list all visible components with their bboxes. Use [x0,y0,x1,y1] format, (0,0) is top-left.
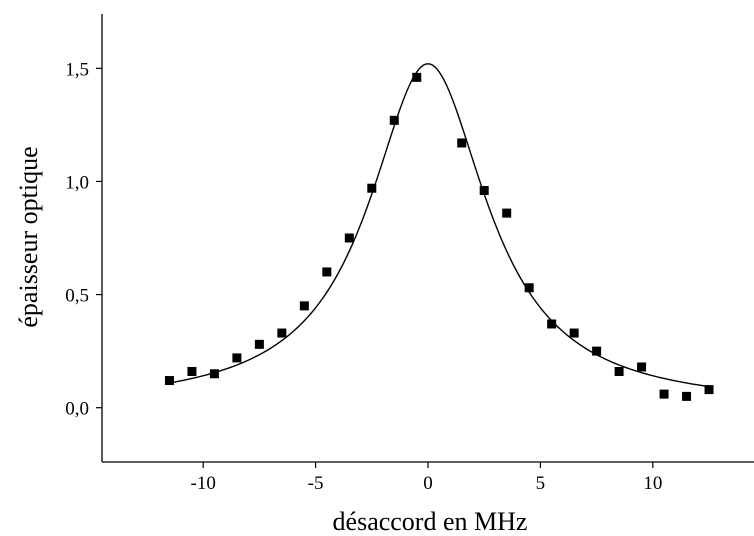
data-point [232,353,242,363]
data-point [277,328,287,338]
data-point [704,385,714,395]
data-point [547,319,557,329]
data-point [592,346,602,356]
x-axis-title: désaccord en MHz [333,507,528,536]
data-point [164,376,174,386]
y-tick-label: 1,5 [65,59,89,80]
y-tick-label: 0,5 [65,286,89,307]
data-point [682,391,692,401]
x-tick-label: -10 [191,473,216,494]
axes [96,14,754,468]
data-point [502,208,512,218]
data-point [322,267,332,277]
x-tick-label: 0 [423,473,433,494]
data-point [457,138,467,148]
data-point [614,366,624,376]
data-points-layer [164,72,714,401]
y-tick-label: 1,0 [65,172,89,193]
data-point [479,185,489,195]
x-tick-label: 10 [643,473,662,494]
data-point [209,369,219,379]
data-point [389,115,399,125]
x-tick-label: 5 [536,473,546,494]
data-point [187,366,197,376]
data-point [659,389,669,399]
data-point [254,339,264,349]
y-axis-title: épaisseur optique [14,146,43,327]
data-point [367,183,377,193]
tick-labels: -10 -5 0 5 10 0,0 0,5 1,0 1,5 [65,59,662,494]
fit-curve [169,63,710,388]
data-point [412,72,422,82]
y-tick-label: 0,0 [65,399,89,420]
data-point [299,301,309,311]
data-point [344,233,354,243]
fit-curve-layer [169,63,710,388]
data-point [637,362,647,372]
x-tick-label: -5 [308,473,324,494]
data-point [524,283,534,293]
data-point [569,328,579,338]
